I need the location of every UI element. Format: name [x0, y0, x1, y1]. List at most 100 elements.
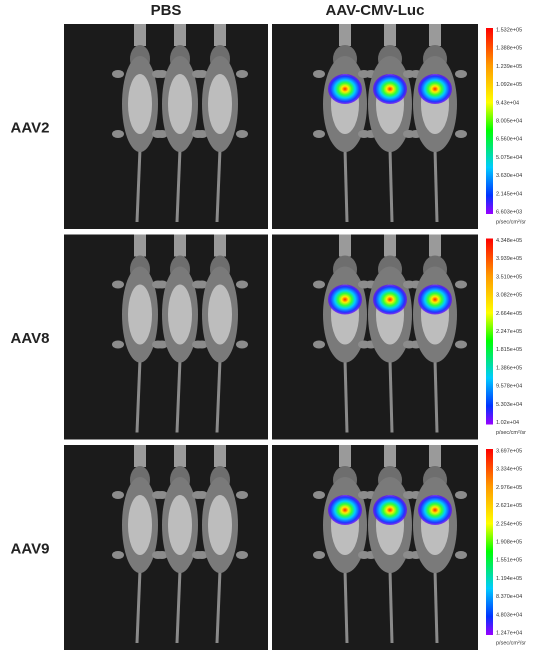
- tail: [343, 148, 349, 223]
- mouse-paw: [236, 70, 248, 78]
- scale-tick: 1.194e+05: [496, 576, 522, 582]
- holder-rod: [339, 445, 351, 467]
- mouse-paw: [112, 340, 124, 349]
- mouse-paw: [455, 130, 467, 138]
- column-header: PBS: [151, 2, 182, 19]
- scale-tick: 1.247e+04: [496, 630, 522, 636]
- mouse-belly: [168, 74, 192, 134]
- holder-rod: [214, 24, 226, 46]
- holder-rod: [134, 234, 146, 257]
- mouse-paw: [152, 340, 164, 349]
- scale-tick: 9.578e+04: [496, 384, 522, 390]
- tail: [135, 569, 142, 644]
- mouse-paw: [192, 340, 204, 349]
- row-label: AAV8: [11, 330, 50, 347]
- scale-tick: 3.082e+05: [496, 293, 522, 299]
- scale-unit: p/sec/cm²/sr: [496, 640, 526, 646]
- mouse-paw: [192, 280, 204, 289]
- mouse-paw: [112, 70, 124, 78]
- mouse-paw: [313, 280, 325, 289]
- holder-rod: [429, 24, 441, 46]
- holder-rod: [384, 234, 396, 257]
- mouse-paw: [236, 130, 248, 138]
- mouse-belly: [208, 284, 232, 345]
- tail: [343, 569, 349, 644]
- scale-tick: 1.239e+05: [496, 64, 522, 70]
- color-bar: [486, 238, 493, 425]
- scale-tick: 6.560e+04: [496, 137, 522, 143]
- scale-tick: 3.939e+05: [496, 256, 522, 262]
- scale-tick: 4.348e+05: [496, 238, 522, 244]
- mouse-paw: [152, 280, 164, 289]
- scale-tick: 1.388e+05: [496, 46, 522, 52]
- signal: [373, 74, 407, 104]
- scale-tick: 9.43e+04: [496, 100, 519, 106]
- scale-tick: 2.145e+04: [496, 191, 522, 197]
- holder-rod: [384, 445, 396, 467]
- holder-rod: [339, 234, 351, 257]
- holder-rod: [174, 445, 186, 467]
- mouse-paw: [455, 280, 467, 289]
- mouse-paw: [192, 70, 204, 78]
- scale-unit: p/sec/cm²/sr: [496, 430, 526, 436]
- mouse-paw: [112, 280, 124, 289]
- mouse-paw: [358, 340, 370, 349]
- color-bar: [486, 449, 493, 635]
- scale-tick: 1.02e+04: [496, 420, 519, 426]
- tail: [388, 569, 394, 644]
- tail: [215, 359, 222, 433]
- mouse-belly: [128, 495, 152, 555]
- scale-tick: 3.697e+05: [496, 448, 522, 454]
- mouse-paw: [403, 70, 415, 78]
- mouse-belly: [168, 284, 192, 345]
- mouse-belly: [208, 74, 232, 134]
- row-label: AAV9: [11, 541, 50, 558]
- mouse-paw: [313, 130, 325, 138]
- scale-tick: 2.976e+05: [496, 485, 522, 491]
- mouse-belly: [168, 495, 192, 555]
- signal: [418, 74, 452, 104]
- tail: [433, 359, 439, 433]
- signal: [418, 495, 452, 525]
- tail: [175, 359, 182, 433]
- tail: [215, 148, 222, 223]
- scale-tick: 1.551e+05: [496, 558, 522, 564]
- tail: [433, 148, 439, 223]
- scale-tick: 1.386e+05: [496, 365, 522, 371]
- mouse-belly: [128, 284, 152, 345]
- mouse-paw: [152, 551, 164, 559]
- holder-rod: [134, 445, 146, 467]
- holder-rod: [429, 445, 441, 467]
- holder-rod: [429, 234, 441, 257]
- tail: [175, 148, 182, 223]
- mouse-paw: [192, 491, 204, 499]
- tail: [175, 569, 182, 644]
- scale-tick: 1.532e+05: [496, 27, 522, 33]
- scale-tick: 6.603e+03: [496, 209, 522, 215]
- holder-rod: [174, 234, 186, 257]
- holder-rod: [384, 24, 396, 46]
- mouse-paw: [455, 491, 467, 499]
- mouse-paw: [403, 551, 415, 559]
- scale-tick: 2.621e+05: [496, 503, 522, 509]
- mouse-paw: [192, 130, 204, 138]
- scale-tick: 2.664e+05: [496, 311, 522, 317]
- mouse-paw: [313, 491, 325, 499]
- signal: [373, 495, 407, 525]
- signal: [418, 284, 452, 315]
- scale-tick: 8.370e+04: [496, 594, 522, 600]
- mouse-paw: [236, 551, 248, 559]
- mouse-paw: [403, 491, 415, 499]
- mouse-paw: [455, 340, 467, 349]
- scale-tick: 2.247e+05: [496, 329, 522, 335]
- tail: [135, 148, 142, 223]
- mouse-paw: [236, 491, 248, 499]
- mouse-paw: [358, 551, 370, 559]
- mouse-paw: [313, 340, 325, 349]
- scale-tick: 4.803e+04: [496, 612, 522, 618]
- mouse-paw: [112, 551, 124, 559]
- holder-rod: [214, 234, 226, 257]
- mouse-paw: [403, 280, 415, 289]
- mouse-paw: [236, 340, 248, 349]
- mouse-paw: [358, 130, 370, 138]
